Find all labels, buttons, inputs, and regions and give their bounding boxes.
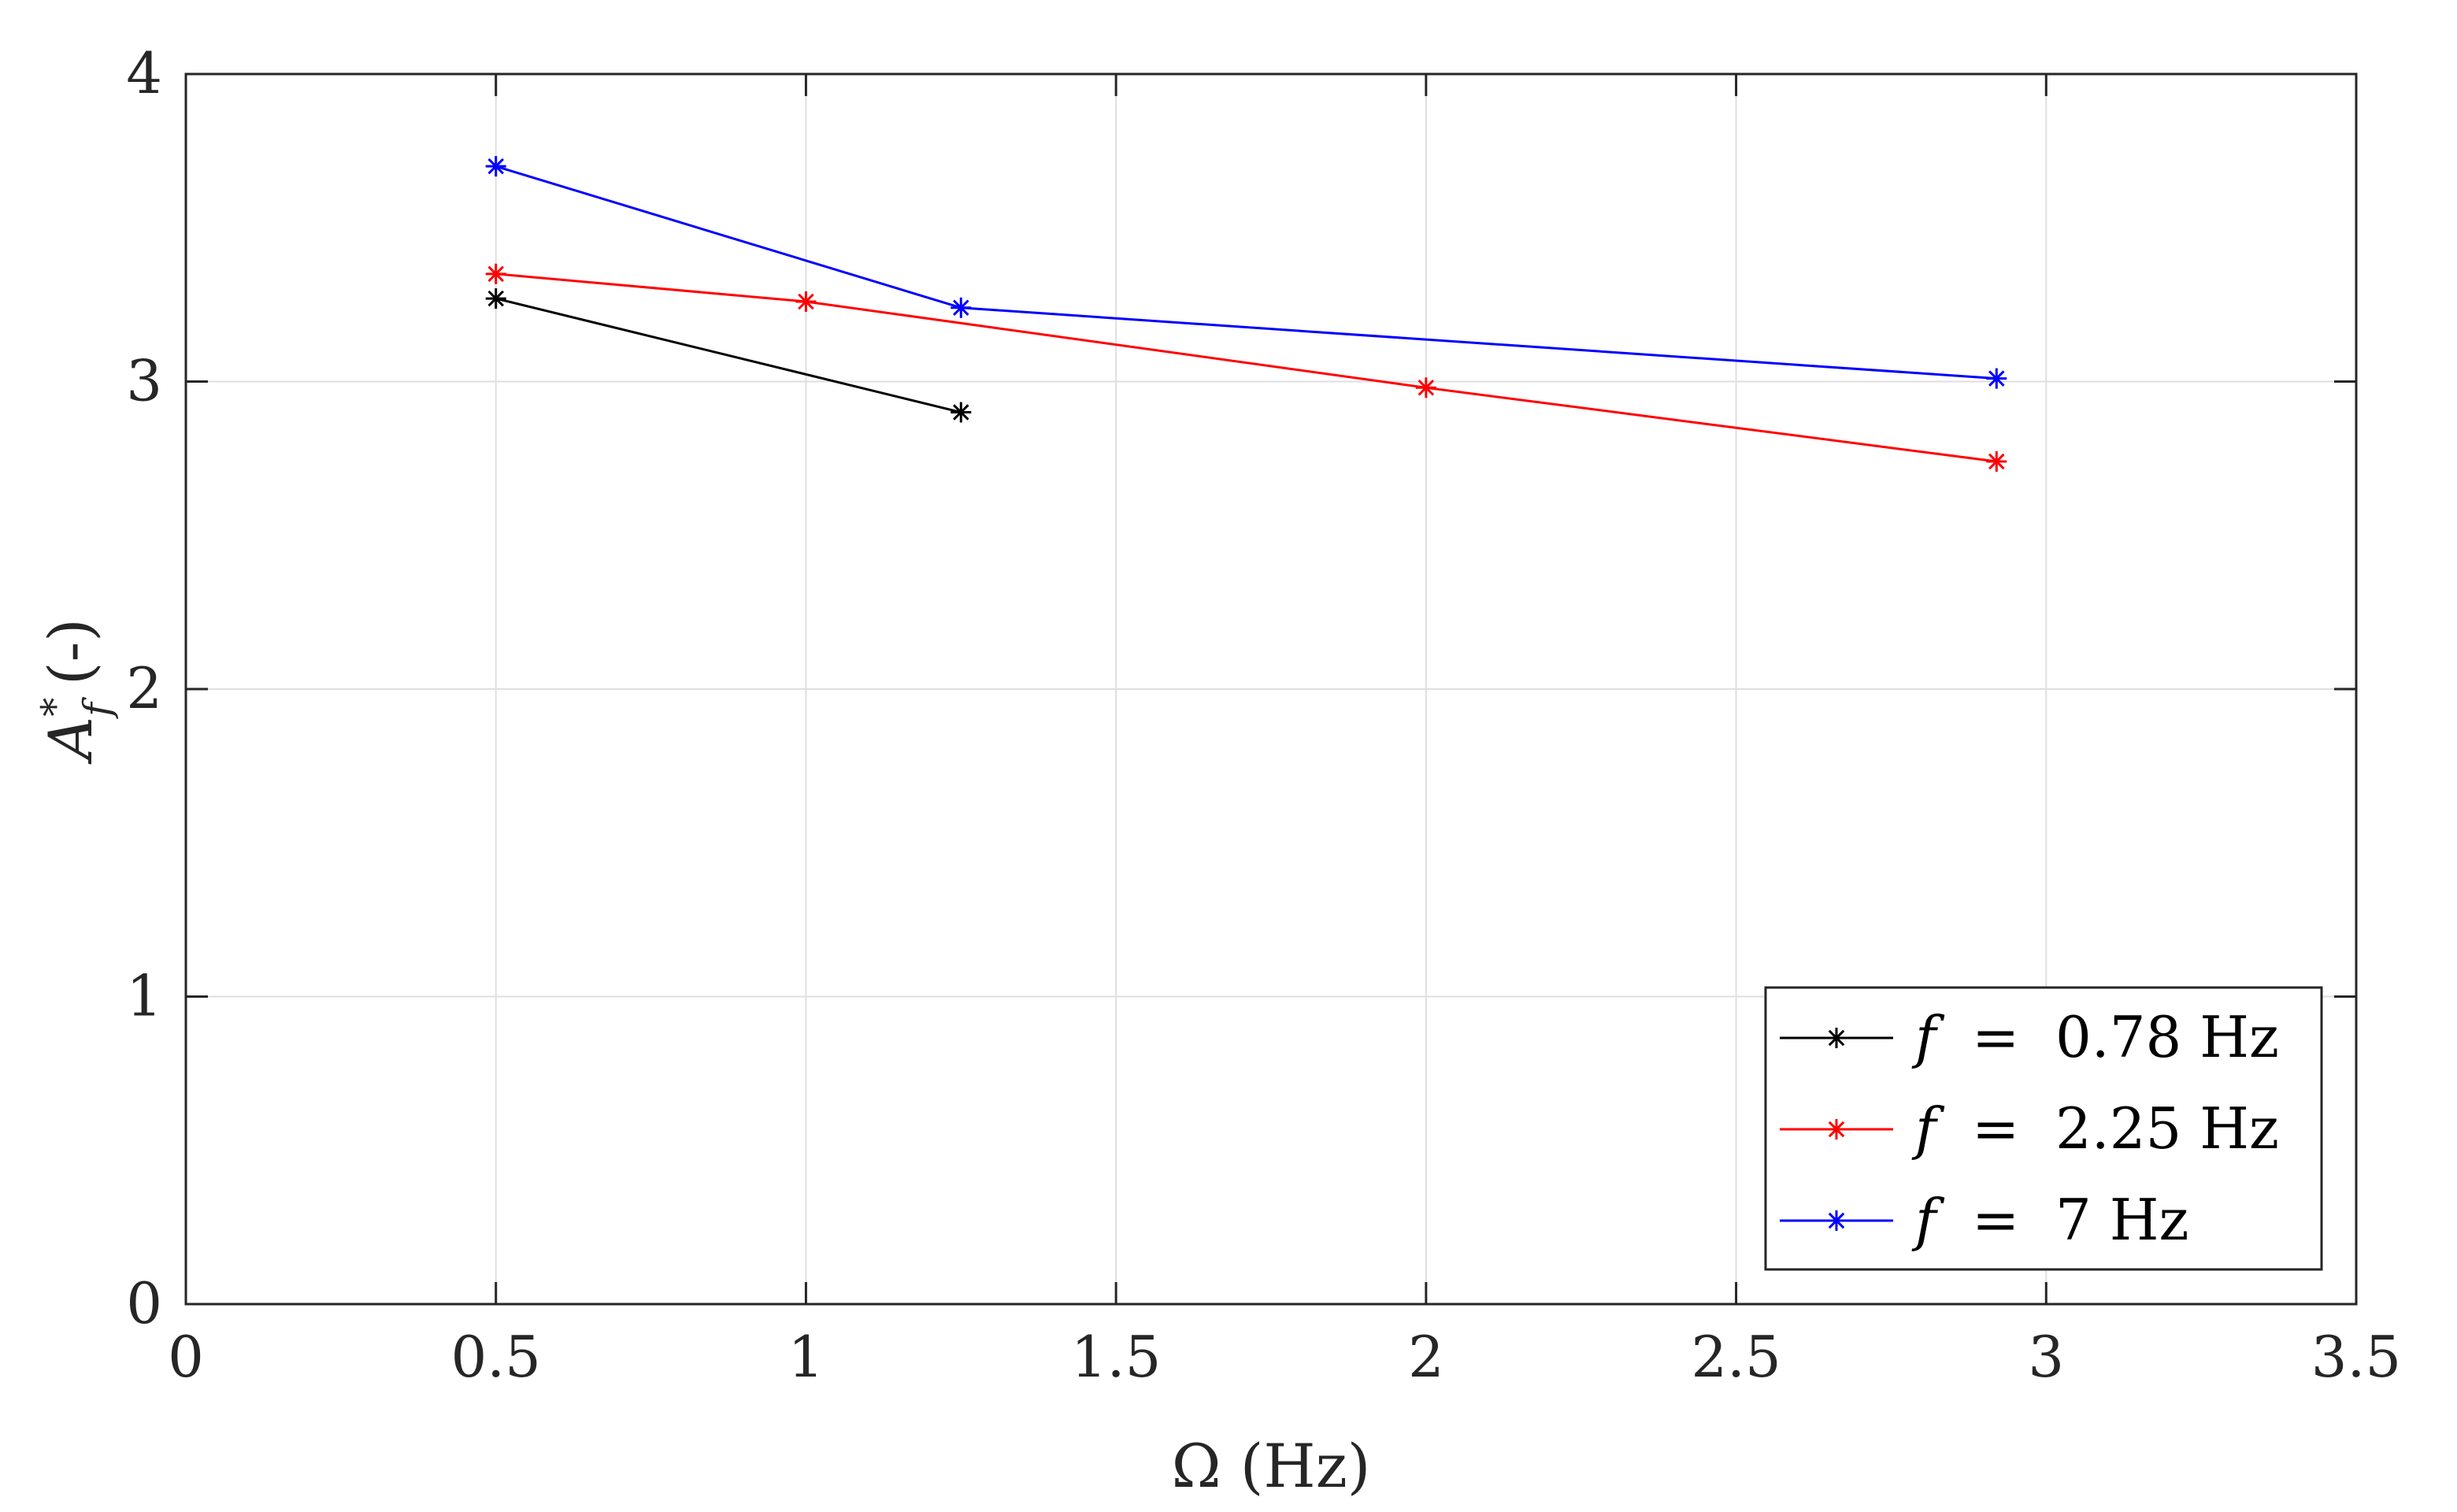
y-axis-label-superscript: * [33,698,77,717]
legend-swatch-marker [1826,1210,1847,1231]
y-tick-label: 3 [126,348,162,414]
y-axis-label-symbol: A [35,717,106,765]
x-tick-label: 0.5 [450,1324,541,1390]
x-tick-label: 3 [2028,1324,2064,1390]
legend-label-value: 7 Hz [2055,1187,2188,1253]
data-point [1986,451,2007,472]
x-tick-label: 2 [1408,1324,1444,1390]
y-tick-label: 4 [126,40,162,106]
data-point [1986,369,2007,389]
data-point [1416,377,1436,398]
y-axis-label-unit: (-) [35,618,106,685]
x-tick-label: 2.5 [1691,1324,1781,1390]
y-tick-label: 1 [126,963,162,1029]
legend: f = 0.78 Hzf = 2.25 Hzf = 7 Hz [1766,988,2322,1269]
legend-swatch-marker [1826,1119,1847,1140]
legend-swatch-marker [1826,1028,1847,1048]
y-tick-label: 0 [126,1270,162,1336]
legend-label-value: 2.25 Hz [2055,1095,2279,1162]
data-point [795,291,816,312]
legend-label-equals: = [1972,1004,2019,1070]
data-point [951,298,971,318]
data-point [486,264,506,284]
legend-label-equals: = [1972,1095,2019,1162]
legend-label-equals: = [1972,1187,2019,1253]
data-point [486,156,506,176]
chart: 0 0.5 1 1.5 2 2.5 3 3.501234 Ω (Hz) A*f(-) f = 0.… [0,0,2457,1512]
x-axis-label: Ω (Hz) [1172,1431,1371,1501]
x-tick-label: 3.5 [2311,1324,2402,1390]
x-tick-label: 1.5 [1071,1324,1162,1390]
data-point [951,402,971,423]
x-tick-label: 1 [788,1324,825,1390]
legend-label-value: 0.78 Hz [2055,1004,2279,1070]
data-point [486,288,506,309]
y-tick-label: 2 [126,655,162,721]
x-tick-label: 0 [168,1324,204,1390]
